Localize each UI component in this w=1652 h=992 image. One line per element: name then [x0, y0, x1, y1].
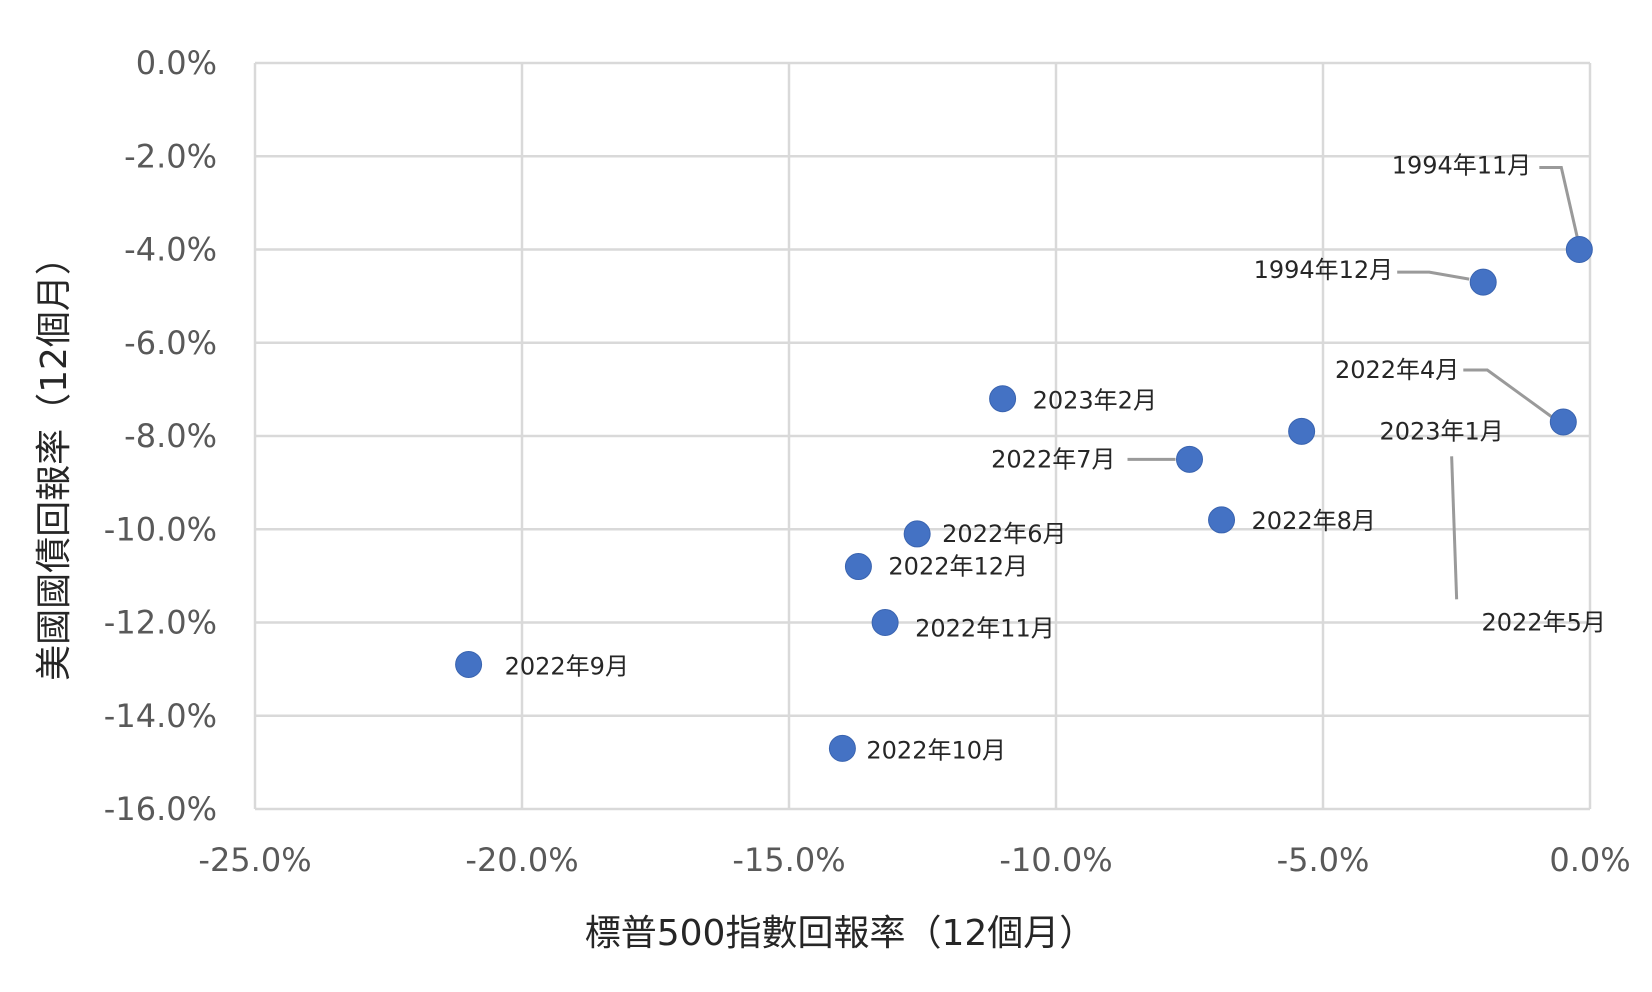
- x-tick-label: 0.0%: [1549, 841, 1630, 879]
- y-tick-label: -8.0%: [124, 417, 217, 455]
- data-point: [455, 650, 483, 678]
- y-tick-label: -4.0%: [124, 231, 217, 269]
- data-point: [1549, 408, 1577, 436]
- data-point: [903, 520, 931, 548]
- x-tick-label: -5.0%: [1277, 841, 1370, 879]
- x-axis-ticks: -25.0% -20.0% -15.0% -10.0% -5.0% 0.0%: [198, 841, 1630, 879]
- data-point: [828, 734, 856, 762]
- y-tick-label: -2.0%: [124, 137, 217, 175]
- y-axis-title: 美國國債回報率（12個月）: [34, 239, 75, 681]
- data-point: [844, 553, 872, 581]
- data-point: [871, 609, 899, 636]
- leader-line: [1539, 166, 1579, 238]
- y-axis-ticks: 0.0% -2.0% -4.0% -6.0% -8.0% -10.0% -12.0% -14.…: [104, 44, 217, 828]
- y-tick-label: -12.0%: [104, 604, 217, 642]
- leader-line: [1450, 456, 1459, 600]
- point-label: 2022年12月: [888, 553, 1028, 581]
- leader-lines: [1127, 166, 1579, 600]
- point-label: 2022年6月: [942, 520, 1066, 548]
- data-points: [455, 236, 1593, 762]
- point-label: 2023年2月: [1033, 387, 1157, 415]
- point-label: 2022年9月: [505, 652, 629, 680]
- point-label: 2022年5月: [1482, 609, 1606, 637]
- data-point: [1208, 506, 1236, 534]
- leader-line: [1397, 270, 1470, 281]
- x-tick-label: -10.0%: [999, 841, 1112, 879]
- y-tick-label: -14.0%: [104, 697, 217, 735]
- point-label: 2022年10月: [866, 736, 1006, 764]
- data-point: [1565, 236, 1593, 263]
- x-tick-label: -20.0%: [465, 841, 578, 879]
- y-tick-label: 0.0%: [136, 44, 217, 82]
- point-label: 2022年4月: [1335, 356, 1459, 384]
- point-label: 1994年12月: [1254, 256, 1394, 284]
- x-tick-label: -25.0%: [198, 841, 311, 879]
- point-label: 1994年11月: [1392, 152, 1532, 180]
- point-labels: 1994年11月 1994年12月 2022年4月 2023年2月 2023年1月 202…: [505, 152, 1606, 765]
- point-label: 2022年7月: [991, 445, 1115, 473]
- leader-line: [1463, 368, 1555, 420]
- x-tick-label: -15.0%: [732, 841, 845, 879]
- y-tick-label: -6.0%: [124, 324, 217, 362]
- data-point: [1469, 268, 1497, 296]
- point-label: 2023年1月: [1379, 417, 1503, 445]
- x-axis-title: 標普500指數回報率（12個月）: [585, 913, 1096, 954]
- data-point: [1288, 417, 1316, 445]
- data-point: [1176, 445, 1203, 473]
- point-label: 2022年8月: [1252, 507, 1376, 535]
- y-tick-label: -16.0%: [104, 790, 217, 828]
- point-label: 2022年11月: [915, 615, 1055, 643]
- y-tick-label: -10.0%: [104, 510, 217, 548]
- data-point: [989, 385, 1017, 413]
